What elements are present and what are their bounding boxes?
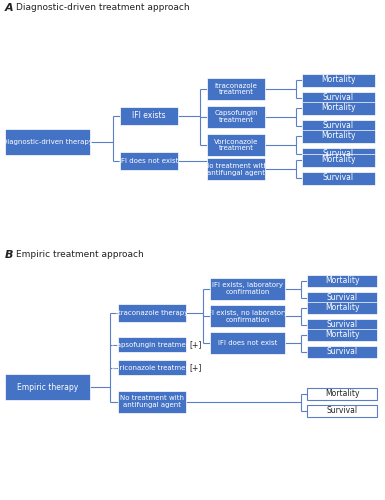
Text: Survival: Survival	[323, 174, 354, 182]
FancyBboxPatch shape	[207, 106, 265, 128]
FancyBboxPatch shape	[302, 172, 375, 184]
Text: Mortality: Mortality	[321, 104, 356, 112]
Text: Survival: Survival	[326, 406, 358, 415]
FancyBboxPatch shape	[210, 278, 285, 300]
FancyBboxPatch shape	[307, 328, 377, 340]
Text: Capsofungin treatment: Capsofungin treatment	[112, 342, 192, 347]
Text: B: B	[5, 250, 13, 260]
Text: Mortality: Mortality	[321, 156, 356, 164]
Text: Mortality: Mortality	[321, 132, 356, 140]
FancyBboxPatch shape	[302, 120, 375, 132]
Text: Capsofungin
treatment: Capsofungin treatment	[214, 110, 258, 124]
Text: Mortality: Mortality	[325, 276, 359, 285]
FancyBboxPatch shape	[302, 102, 375, 114]
FancyBboxPatch shape	[302, 154, 375, 166]
FancyBboxPatch shape	[207, 78, 265, 100]
FancyBboxPatch shape	[5, 374, 90, 400]
FancyBboxPatch shape	[302, 92, 375, 104]
FancyBboxPatch shape	[5, 129, 90, 155]
Text: Voriconazole treatment: Voriconazole treatment	[111, 364, 193, 370]
Text: Survival: Survival	[326, 347, 358, 356]
FancyBboxPatch shape	[307, 292, 377, 304]
Text: Survival: Survival	[323, 94, 354, 102]
Text: [+]: [+]	[189, 340, 201, 349]
FancyBboxPatch shape	[307, 318, 377, 330]
Text: Survival: Survival	[323, 150, 354, 158]
Text: A: A	[5, 3, 13, 13]
FancyBboxPatch shape	[207, 134, 265, 156]
Text: Survival: Survival	[326, 293, 358, 302]
Text: Empiric therapy: Empiric therapy	[17, 382, 78, 392]
FancyBboxPatch shape	[302, 148, 375, 160]
FancyBboxPatch shape	[120, 107, 178, 125]
FancyBboxPatch shape	[307, 388, 377, 400]
FancyBboxPatch shape	[302, 74, 375, 86]
Text: IFI does not exist: IFI does not exist	[119, 158, 179, 164]
Text: Mortality: Mortality	[325, 330, 359, 339]
FancyBboxPatch shape	[207, 158, 265, 180]
Text: Diagnostic-driven therapy: Diagnostic-driven therapy	[2, 139, 93, 145]
Text: IFI exists, no laboratory
confirmation: IFI exists, no laboratory confirmation	[206, 310, 288, 322]
FancyBboxPatch shape	[307, 302, 377, 314]
Text: Survival: Survival	[323, 122, 354, 130]
FancyBboxPatch shape	[210, 332, 285, 354]
Text: IFI does not exist: IFI does not exist	[218, 340, 277, 346]
FancyBboxPatch shape	[118, 304, 186, 322]
Text: Empiric treatment approach: Empiric treatment approach	[16, 250, 144, 259]
FancyBboxPatch shape	[307, 404, 377, 416]
Text: IFI exists: IFI exists	[132, 112, 166, 120]
FancyBboxPatch shape	[307, 346, 377, 358]
FancyBboxPatch shape	[302, 130, 375, 142]
FancyBboxPatch shape	[118, 391, 186, 413]
Text: Itraconazole
treatment: Itraconazole treatment	[214, 82, 258, 96]
Text: Mortality: Mortality	[325, 389, 359, 398]
Text: No treatment with
antifungal agent: No treatment with antifungal agent	[204, 162, 268, 175]
Text: Survival: Survival	[326, 320, 358, 329]
Text: [+]: [+]	[189, 363, 201, 372]
FancyBboxPatch shape	[118, 360, 186, 375]
Text: IFI exists, laboratory
confirmation: IFI exists, laboratory confirmation	[212, 282, 283, 296]
Text: Diagnostic-driven treatment approach: Diagnostic-driven treatment approach	[16, 3, 190, 12]
FancyBboxPatch shape	[118, 337, 186, 352]
Text: Itraconazole therapy: Itraconazole therapy	[116, 310, 188, 316]
FancyBboxPatch shape	[210, 305, 285, 327]
Text: Mortality: Mortality	[325, 303, 359, 312]
Text: Voriconazole
treatment: Voriconazole treatment	[214, 138, 258, 151]
Text: Mortality: Mortality	[321, 76, 356, 84]
FancyBboxPatch shape	[120, 152, 178, 170]
Text: No treatment with
antifungal agent: No treatment with antifungal agent	[120, 396, 184, 408]
FancyBboxPatch shape	[307, 274, 377, 286]
